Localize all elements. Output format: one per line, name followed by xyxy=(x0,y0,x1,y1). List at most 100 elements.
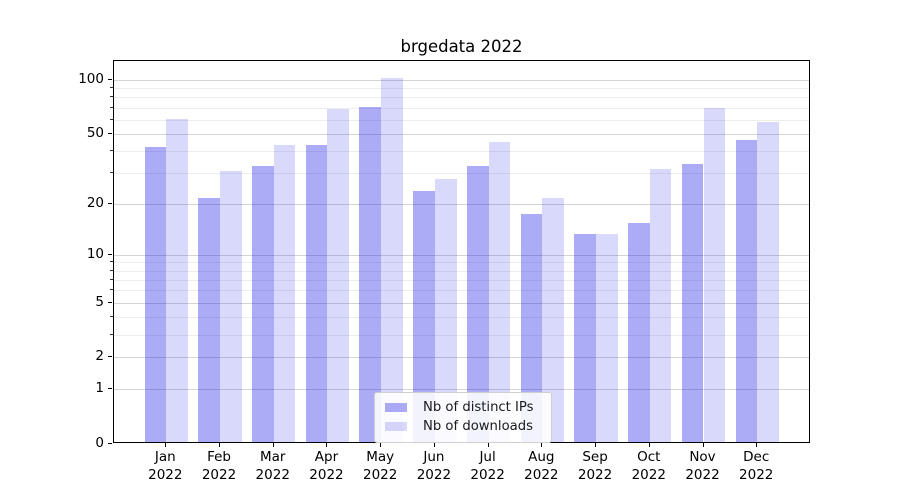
y-minor-tick-4 xyxy=(110,315,113,317)
gridline-y-70 xyxy=(114,107,809,109)
y-tick-5 xyxy=(108,301,112,303)
y-minor-tick-9 xyxy=(110,261,113,263)
plot-area xyxy=(113,60,810,443)
gridline-y-2 xyxy=(114,357,809,359)
x-tick-dec xyxy=(756,443,758,447)
x-tick-label-jun: Jun 2022 xyxy=(416,449,452,483)
gridline-y-7 xyxy=(114,279,809,281)
legend-row-distinct-ips: Nb of distinct IPs xyxy=(385,398,541,417)
gridline-y-6 xyxy=(114,290,809,292)
bar-downloads-jul xyxy=(488,141,511,442)
gridline-y-5 xyxy=(114,302,809,304)
gridline-y-4 xyxy=(114,316,809,318)
x-tick-label-oct: Oct 2022 xyxy=(631,449,666,483)
y-tick-label-50: 50 xyxy=(86,124,104,141)
x-tick-sep xyxy=(595,443,597,447)
legend: Nb of distinct IPs Nb of downloads xyxy=(374,392,552,443)
bar-downloads-oct xyxy=(649,168,672,442)
x-tick-label-may: May 2022 xyxy=(362,449,398,483)
bar-downloads-sep xyxy=(596,233,618,442)
y-tick-label-2: 2 xyxy=(95,348,104,365)
y-minor-tick-3 xyxy=(110,333,113,335)
gridline-y-9 xyxy=(114,262,809,264)
x-tick-jan xyxy=(165,443,167,447)
bar-downloads-apr xyxy=(327,109,350,442)
bar-distinct-ips-oct xyxy=(628,223,650,442)
y-tick-20 xyxy=(108,202,112,204)
y-tick-label-0: 0 xyxy=(95,435,104,451)
x-tick-oct xyxy=(648,443,650,447)
bar-downloads-nov xyxy=(703,107,726,442)
gridline-y-90 xyxy=(114,88,809,90)
gridline-y-8 xyxy=(114,270,809,272)
y-minor-tick-7 xyxy=(110,278,113,280)
y-minor-tick-40 xyxy=(110,149,113,151)
y-tick-label-20: 20 xyxy=(86,194,104,211)
bar-distinct-ips-jul xyxy=(466,166,489,442)
bar-distinct-ips-sep xyxy=(574,233,597,442)
y-tick-10 xyxy=(108,253,112,255)
bar-downloads-jan xyxy=(166,118,188,442)
y-tick-2 xyxy=(108,356,112,358)
x-tick-label-jan: Jan 2022 xyxy=(148,449,183,483)
y-tick-label-5: 5 xyxy=(95,293,104,310)
y-minor-tick-6 xyxy=(110,289,113,291)
legend-swatch-distinct-ips-icon xyxy=(385,403,407,412)
gridline-y-40 xyxy=(114,150,809,152)
x-tick-label-feb: Feb 2022 xyxy=(201,449,237,483)
legend-swatch-downloads-icon xyxy=(385,422,407,431)
y-minor-tick-70 xyxy=(110,106,113,108)
bar-distinct-ips-jun xyxy=(413,191,435,442)
bar-distinct-ips-may xyxy=(359,106,382,442)
x-tick-jun xyxy=(433,443,435,447)
gridline-y-60 xyxy=(114,119,809,121)
y-tick-label-1: 1 xyxy=(95,380,104,397)
y-minor-tick-30 xyxy=(110,172,113,174)
x-tick-label-sep: Sep 2022 xyxy=(577,449,613,483)
gridline-y-3 xyxy=(114,334,809,336)
x-tick-label-mar: Mar 2022 xyxy=(255,449,290,483)
y-minor-tick-80 xyxy=(110,96,113,98)
y-tick-label-100: 100 xyxy=(78,70,104,87)
y-minor-tick-60 xyxy=(110,118,113,120)
x-tick-mar xyxy=(272,443,274,447)
y-minor-tick-90 xyxy=(110,87,113,89)
x-tick-nov xyxy=(702,443,704,447)
y-minor-tick-8 xyxy=(110,269,113,271)
bar-distinct-ips-aug xyxy=(520,213,543,442)
x-tick-label-nov: Nov 2022 xyxy=(685,449,720,483)
legend-label-downloads: Nb of downloads xyxy=(423,419,533,434)
bar-distinct-ips-mar xyxy=(252,166,274,442)
y-tick-label-10: 10 xyxy=(86,245,104,262)
gridline-y-100 xyxy=(114,79,809,81)
x-tick-label-aug: Aug 2022 xyxy=(524,449,559,483)
y-tick-50 xyxy=(108,132,112,134)
gridline-y-30 xyxy=(114,173,809,175)
x-tick-aug xyxy=(541,443,543,447)
legend-row-downloads: Nb of downloads xyxy=(385,417,541,436)
bar-distinct-ips-apr xyxy=(305,145,328,442)
gridline-y-50 xyxy=(114,133,809,135)
bar-distinct-ips-feb xyxy=(198,198,220,442)
x-tick-may xyxy=(380,443,382,447)
x-tick-feb xyxy=(219,443,221,447)
x-tick-label-dec: Dec 2022 xyxy=(739,449,774,483)
bar-downloads-aug xyxy=(542,198,565,442)
x-tick-label-apr: Apr 2022 xyxy=(309,449,344,483)
gridline-y-20 xyxy=(114,203,809,205)
x-tick-jul xyxy=(487,443,489,447)
legend-label-distinct-ips: Nb of distinct IPs xyxy=(423,400,534,415)
gridline-y-80 xyxy=(114,97,809,99)
bar-downloads-feb xyxy=(220,171,242,442)
bar-distinct-ips-jan xyxy=(144,147,167,442)
x-tick-label-jul: Jul 2022 xyxy=(470,449,505,483)
bar-downloads-may xyxy=(381,77,403,442)
y-tick-0 xyxy=(108,443,112,444)
bar-downloads-mar xyxy=(273,145,296,442)
bar-downloads-jun xyxy=(434,179,457,442)
x-tick-apr xyxy=(326,443,328,447)
gridline-y-1 xyxy=(114,389,809,391)
bar-distinct-ips-nov xyxy=(681,163,704,442)
bar-distinct-ips-dec xyxy=(735,139,758,442)
